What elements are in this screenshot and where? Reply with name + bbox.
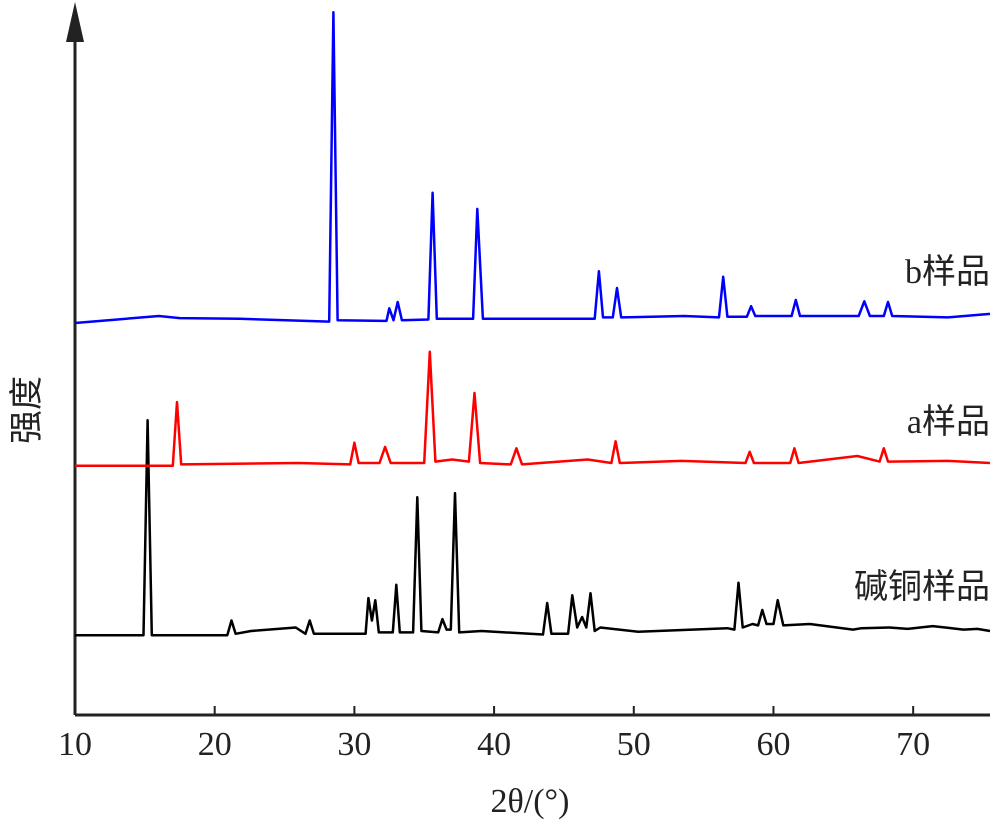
xrd-line	[75, 350, 991, 468]
y-axis-label: 强度	[8, 376, 46, 444]
series-label: b样品	[905, 253, 990, 291]
x-tick-label: 70	[896, 726, 930, 763]
x-tick-label: 10	[58, 726, 92, 763]
x-tick-label: 20	[198, 726, 232, 763]
series-label: a样品	[907, 403, 990, 441]
series-label: 碱铜样品	[854, 568, 990, 606]
y-axis-arrow	[66, 2, 84, 42]
x-tick-label: 50	[617, 726, 651, 763]
x-tick-label: 30	[337, 726, 371, 763]
x-tick-label: 60	[756, 726, 790, 763]
xrd-line	[75, 419, 991, 637]
x-tick-label: 40	[477, 726, 511, 763]
xrd-line	[74, 10, 991, 325]
x-axis-label: 2θ/(°)	[491, 783, 570, 820]
